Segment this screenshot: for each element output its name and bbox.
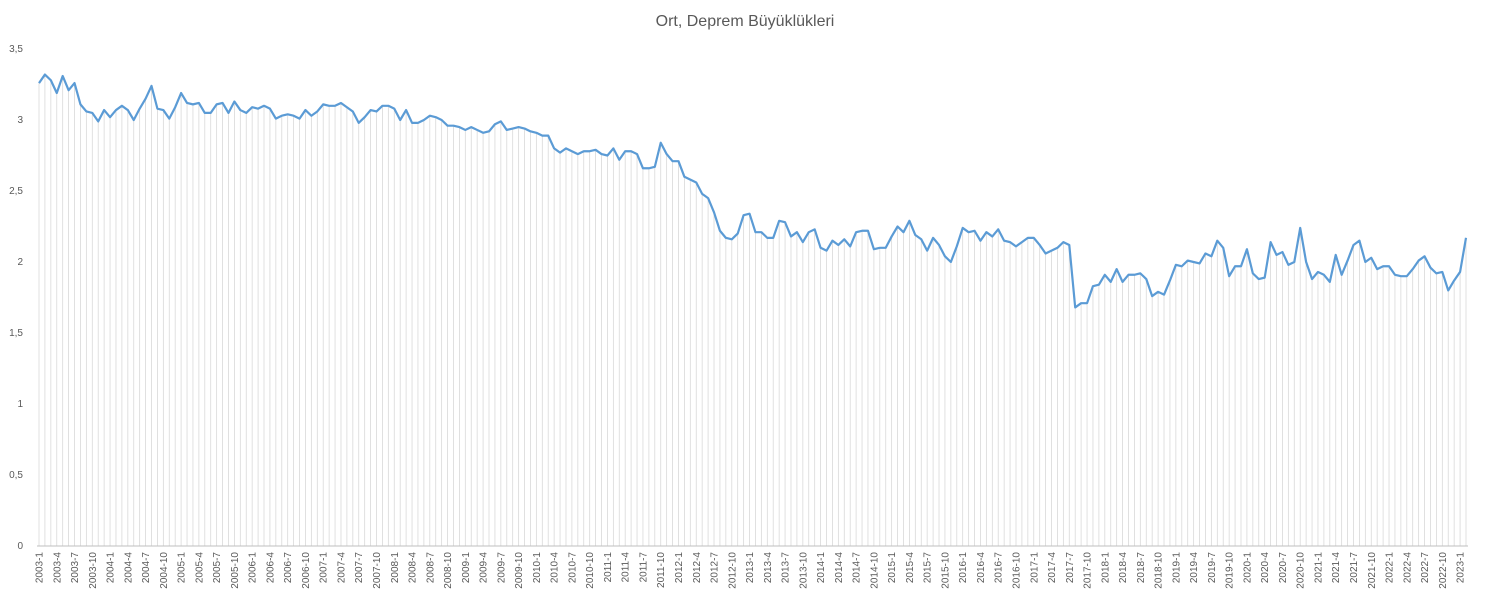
y-tick-label: 1,5 bbox=[9, 328, 23, 339]
x-tick-label: 2017-4 bbox=[1047, 552, 1058, 584]
x-tick-label: 2006-10 bbox=[301, 552, 312, 589]
x-tick-label: 2008-1 bbox=[390, 552, 401, 584]
x-tick-label: 2021-1 bbox=[1313, 552, 1324, 584]
x-tick-label: 2020-10 bbox=[1296, 552, 1307, 589]
x-tick-label: 2007-1 bbox=[319, 552, 330, 584]
y-tick-label: 3 bbox=[17, 115, 23, 126]
x-tick-label: 2004-7 bbox=[141, 552, 152, 584]
x-tick-label: 2018-10 bbox=[1154, 552, 1165, 589]
x-tick-label: 2014-10 bbox=[869, 552, 880, 589]
x-tick-label: 2018-4 bbox=[1118, 552, 1129, 584]
x-tick-label: 2014-7 bbox=[852, 552, 863, 584]
x-tick-label: 2023-1 bbox=[1456, 552, 1467, 584]
x-tick-label: 2017-7 bbox=[1065, 552, 1076, 584]
x-tick-label: 2005-7 bbox=[212, 552, 223, 584]
x-tick-label: 2010-7 bbox=[567, 552, 578, 584]
chart-title: Ort, Deprem Büyüklükleri bbox=[655, 13, 835, 30]
x-tick-label: 2020-7 bbox=[1278, 552, 1289, 584]
x-tick-label: 2009-4 bbox=[479, 552, 490, 584]
y-tick-label: 2,5 bbox=[9, 186, 23, 197]
x-tick-label: 2013-4 bbox=[763, 552, 774, 584]
x-tick-label: 2010-10 bbox=[585, 552, 596, 589]
data-points bbox=[38, 74, 1467, 308]
x-tick-label: 2003-10 bbox=[88, 552, 99, 589]
x-tick-label: 2020-4 bbox=[1260, 552, 1271, 584]
x-tick-label: 2015-7 bbox=[923, 552, 934, 584]
x-tick-label: 2011-10 bbox=[656, 552, 667, 588]
x-tick-label: 2013-10 bbox=[798, 552, 809, 589]
x-tick-label: 2012-10 bbox=[727, 552, 738, 589]
x-tick-label: 2019-1 bbox=[1171, 552, 1182, 584]
x-tick-label: 2014-4 bbox=[834, 552, 845, 584]
x-tick-label: 2003-7 bbox=[70, 552, 81, 584]
x-tick-label: 2016-10 bbox=[1011, 552, 1022, 589]
x-tick-label: 2016-7 bbox=[994, 552, 1005, 584]
x-tick-label: 2012-1 bbox=[674, 552, 685, 584]
x-tick-label: 2013-7 bbox=[781, 552, 792, 584]
x-tick-label: 2018-1 bbox=[1100, 552, 1111, 584]
x-tick-label: 2021-4 bbox=[1331, 552, 1342, 584]
x-tick-label: 2007-7 bbox=[354, 552, 365, 584]
y-tick-label: 0 bbox=[17, 541, 23, 552]
x-tick-label: 2011-4 bbox=[621, 552, 632, 583]
x-tick-label: 2022-7 bbox=[1420, 552, 1431, 584]
y-axis-ticks: 0 0,5 1 1,5 2 2,5 3 3,5 bbox=[9, 44, 23, 552]
x-tick-label: 2008-4 bbox=[408, 552, 419, 584]
x-tick-label: 2012-7 bbox=[710, 552, 721, 584]
x-tick-label: 2012-4 bbox=[692, 552, 703, 584]
x-tick-label: 2008-7 bbox=[425, 552, 436, 584]
x-tick-label: 2009-7 bbox=[496, 552, 507, 584]
x-tick-label: 2005-1 bbox=[177, 552, 188, 584]
x-tick-label: 2003-1 bbox=[35, 552, 46, 584]
x-tick-label: 2006-4 bbox=[265, 552, 276, 584]
y-tick-label: 0,5 bbox=[9, 470, 23, 481]
x-tick-label: 2011-1 bbox=[603, 552, 614, 583]
x-tick-label: 2016-1 bbox=[958, 552, 969, 584]
x-tick-label: 2015-1 bbox=[887, 552, 898, 584]
x-tick-label: 2005-4 bbox=[194, 552, 205, 584]
y-tick-label: 1 bbox=[17, 399, 23, 410]
x-tick-label: 2014-1 bbox=[816, 552, 827, 584]
x-tick-label: 2004-4 bbox=[123, 552, 134, 584]
x-tick-label: 2015-4 bbox=[905, 552, 916, 584]
x-tick-label: 2009-10 bbox=[514, 552, 525, 589]
x-tick-label: 2004-1 bbox=[106, 552, 117, 584]
x-tick-label: 2003-4 bbox=[52, 552, 63, 584]
series-line bbox=[38, 73, 1468, 309]
x-tick-label: 2018-7 bbox=[1136, 552, 1147, 584]
x-tick-label: 2006-1 bbox=[248, 552, 259, 584]
x-tick-label: 2019-10 bbox=[1225, 552, 1236, 589]
x-tick-label: 2013-1 bbox=[745, 552, 756, 584]
x-tick-label: 2007-10 bbox=[372, 552, 383, 589]
x-tick-label: 2022-10 bbox=[1438, 552, 1449, 589]
x-tick-label: 2005-10 bbox=[230, 552, 241, 589]
drop-lines bbox=[38, 74, 1467, 546]
x-tick-label: 2010-1 bbox=[532, 552, 543, 584]
y-tick-label: 3,5 bbox=[9, 44, 23, 55]
x-tick-label: 2007-4 bbox=[336, 552, 347, 584]
x-tick-label: 2016-4 bbox=[976, 552, 987, 584]
x-tick-label: 2008-10 bbox=[443, 552, 454, 589]
x-tick-label: 2011-7 bbox=[638, 552, 649, 583]
x-tick-label: 2010-4 bbox=[550, 552, 561, 584]
x-tick-label: 2019-7 bbox=[1207, 552, 1218, 584]
x-tick-label: 2009-1 bbox=[461, 552, 472, 584]
x-tick-label: 2017-10 bbox=[1083, 552, 1094, 589]
x-axis-ticks: 2003-1 2003-4 2003-7 2003-10 2004-1 2004-4 200… bbox=[35, 552, 1467, 589]
y-tick-label: 2 bbox=[17, 257, 23, 268]
x-tick-label: 2020-1 bbox=[1242, 552, 1253, 584]
x-tick-label: 2022-4 bbox=[1402, 552, 1413, 584]
x-tick-label: 2021-10 bbox=[1367, 552, 1378, 589]
x-tick-label: 2017-1 bbox=[1029, 552, 1040, 584]
x-tick-label: 2004-10 bbox=[159, 552, 170, 589]
x-tick-label: 2021-7 bbox=[1349, 552, 1360, 584]
x-tick-label: 2015-10 bbox=[940, 552, 951, 589]
x-tick-label: 2006-7 bbox=[283, 552, 294, 584]
x-tick-label: 2022-1 bbox=[1385, 552, 1396, 584]
x-tick-label: 2019-4 bbox=[1189, 552, 1200, 584]
